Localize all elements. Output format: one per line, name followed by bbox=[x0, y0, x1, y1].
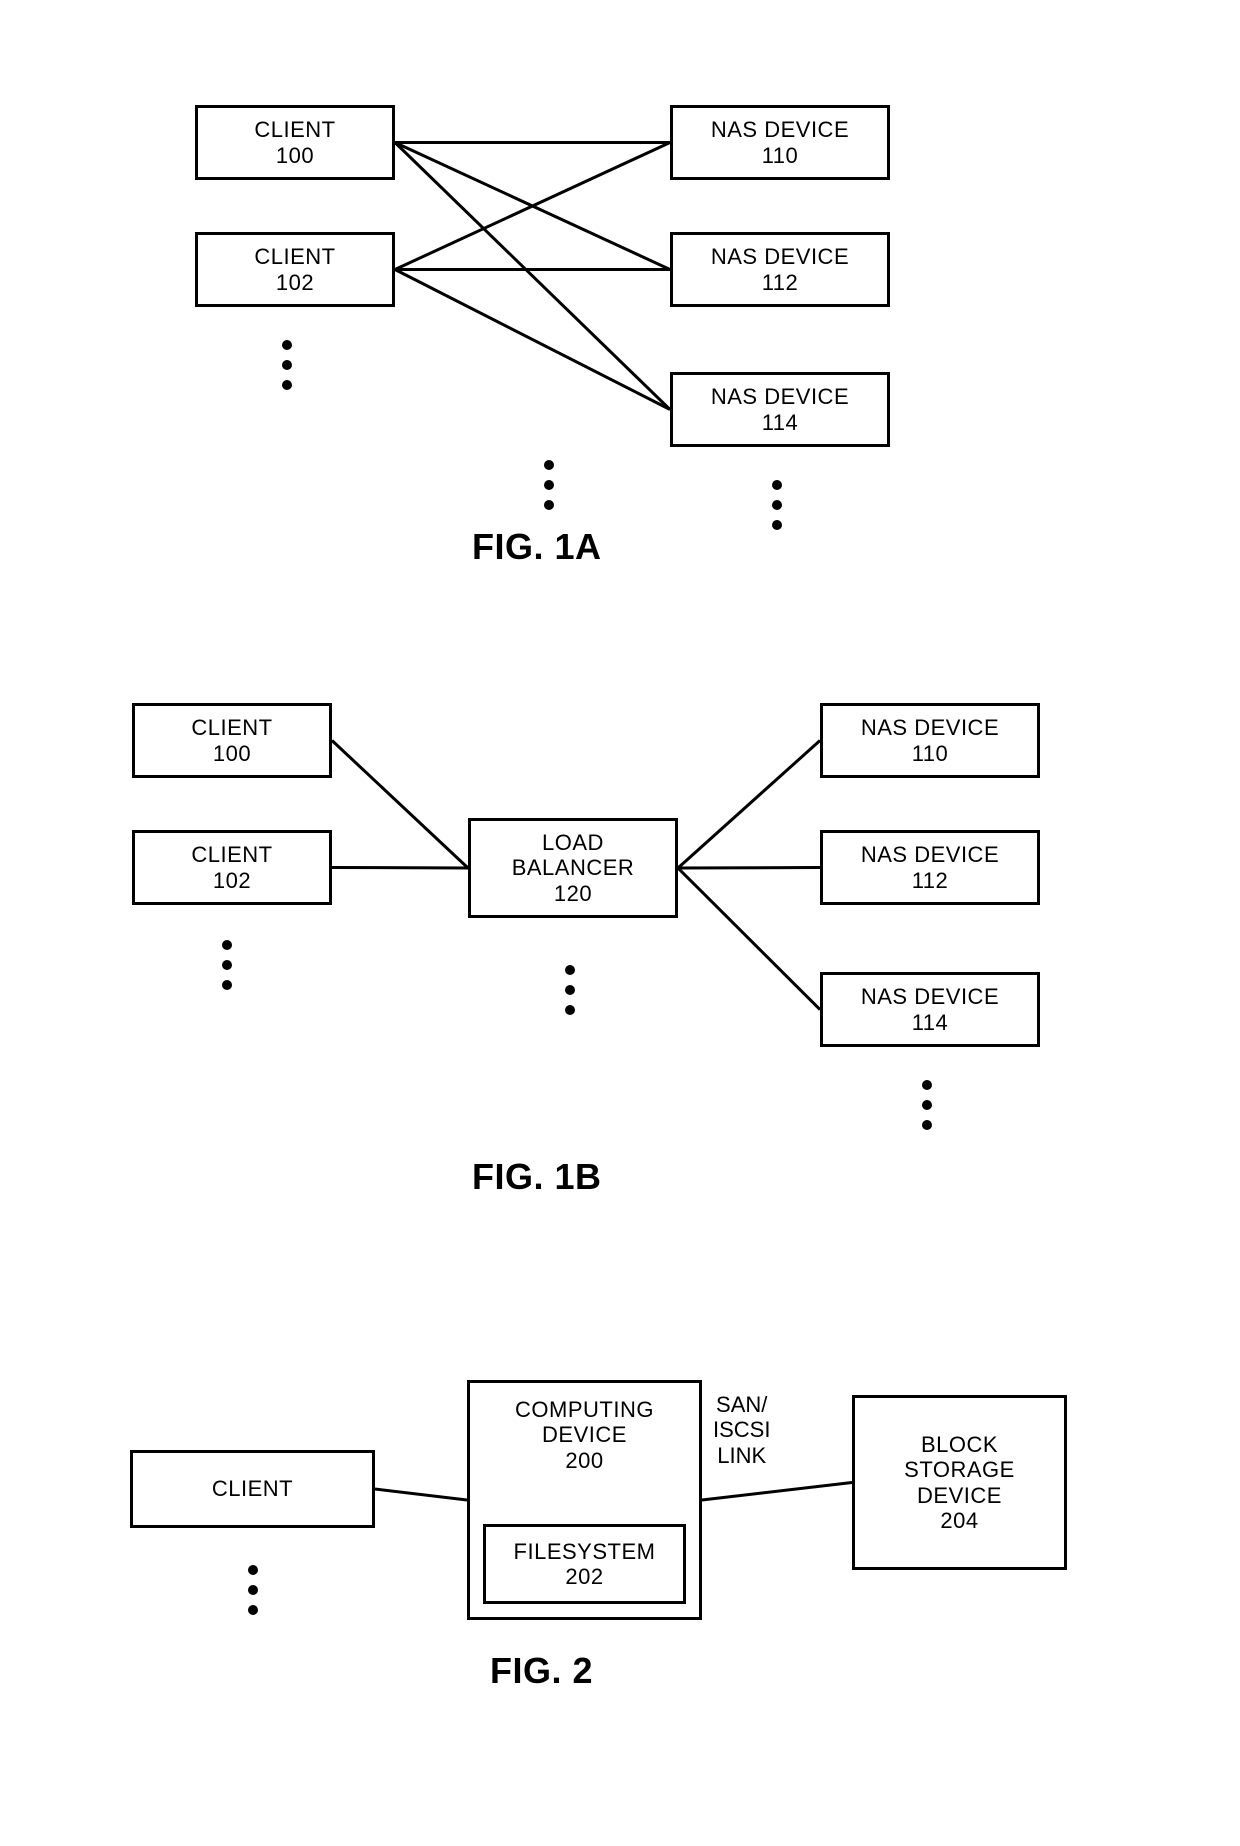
node-nas-112-b: NAS DEVICE 112 bbox=[820, 830, 1040, 905]
ellipsis-vertical-icon bbox=[565, 965, 575, 1015]
ellipsis-vertical-icon bbox=[922, 1080, 932, 1130]
node-nas-114-a: NAS DEVICE 114 bbox=[670, 372, 890, 447]
node-nas-110-b: NAS DEVICE 110 bbox=[820, 703, 1040, 778]
node-number: 200 bbox=[565, 1448, 603, 1473]
node-number: 110 bbox=[762, 143, 799, 168]
node-label: NAS DEVICE bbox=[711, 384, 849, 409]
node-nas-112-a: NAS DEVICE 112 bbox=[670, 232, 890, 307]
ellipsis-vertical-icon bbox=[772, 480, 782, 530]
node-number: 102 bbox=[213, 868, 251, 893]
node-label: NAS DEVICE bbox=[711, 244, 849, 269]
node-label: CLIENT bbox=[254, 244, 335, 269]
node-filesystem: FILESYSTEM 202 bbox=[483, 1524, 686, 1604]
node-number: 204 bbox=[940, 1508, 978, 1533]
node-label: FILESYSTEM bbox=[514, 1539, 656, 1564]
node-nas-114-b: NAS DEVICE 114 bbox=[820, 972, 1040, 1047]
node-number: 100 bbox=[276, 143, 314, 168]
ellipsis-vertical-icon bbox=[544, 460, 554, 510]
node-nas-110-a: NAS DEVICE 110 bbox=[670, 105, 890, 180]
node-label: LOAD BALANCER bbox=[512, 830, 635, 881]
node-client-100-a: CLIENT 100 bbox=[195, 105, 395, 180]
edge bbox=[375, 1489, 467, 1500]
node-label: NAS DEVICE bbox=[861, 715, 999, 740]
figure-title-1a: FIG. 1A bbox=[472, 526, 602, 568]
edge bbox=[678, 868, 820, 869]
node-label: CLIENT bbox=[212, 1476, 293, 1501]
node-label: CLIENT bbox=[191, 842, 272, 867]
edge bbox=[395, 143, 670, 270]
node-number: 112 bbox=[762, 270, 799, 295]
ellipsis-vertical-icon bbox=[282, 340, 292, 390]
node-load-balancer: LOAD BALANCER 120 bbox=[468, 818, 678, 918]
figure-title-2: FIG. 2 bbox=[490, 1650, 593, 1692]
node-number: 112 bbox=[912, 868, 949, 893]
edge bbox=[332, 741, 468, 869]
edge-label-san-iscsi-link: SAN/ISCSILINK bbox=[713, 1392, 770, 1468]
node-label: BLOCK STORAGE DEVICE bbox=[904, 1432, 1015, 1508]
edge bbox=[678, 741, 820, 869]
node-client-102-b: CLIENT 102 bbox=[132, 830, 332, 905]
node-label: NAS DEVICE bbox=[861, 984, 999, 1009]
node-label: NAS DEVICE bbox=[711, 117, 849, 142]
node-number: 114 bbox=[762, 410, 799, 435]
edge bbox=[332, 868, 468, 869]
ellipsis-vertical-icon bbox=[222, 940, 232, 990]
edge bbox=[395, 270, 670, 410]
node-label: NAS DEVICE bbox=[861, 842, 999, 867]
figure-title-1b: FIG. 1B bbox=[472, 1156, 602, 1198]
node-client-100-b: CLIENT 100 bbox=[132, 703, 332, 778]
node-label: COMPUTING DEVICE bbox=[515, 1397, 654, 1448]
node-number: 120 bbox=[554, 881, 592, 906]
node-client-c: CLIENT bbox=[130, 1450, 375, 1528]
edge bbox=[395, 143, 670, 410]
node-number: 114 bbox=[912, 1010, 949, 1035]
diagram-page: CLIENT 100 CLIENT 102 NAS DEVICE 110 NAS… bbox=[0, 0, 1240, 1846]
node-number: 202 bbox=[565, 1564, 603, 1589]
edge bbox=[678, 868, 820, 1010]
node-number: 102 bbox=[276, 270, 314, 295]
node-number: 100 bbox=[213, 741, 251, 766]
node-number: 110 bbox=[912, 741, 949, 766]
node-client-102-a: CLIENT 102 bbox=[195, 232, 395, 307]
ellipsis-vertical-icon bbox=[248, 1565, 258, 1615]
node-label: CLIENT bbox=[191, 715, 272, 740]
edge bbox=[702, 1483, 852, 1501]
node-block-storage-device: BLOCK STORAGE DEVICE 204 bbox=[852, 1395, 1067, 1570]
node-label: CLIENT bbox=[254, 117, 335, 142]
edge bbox=[395, 143, 670, 270]
